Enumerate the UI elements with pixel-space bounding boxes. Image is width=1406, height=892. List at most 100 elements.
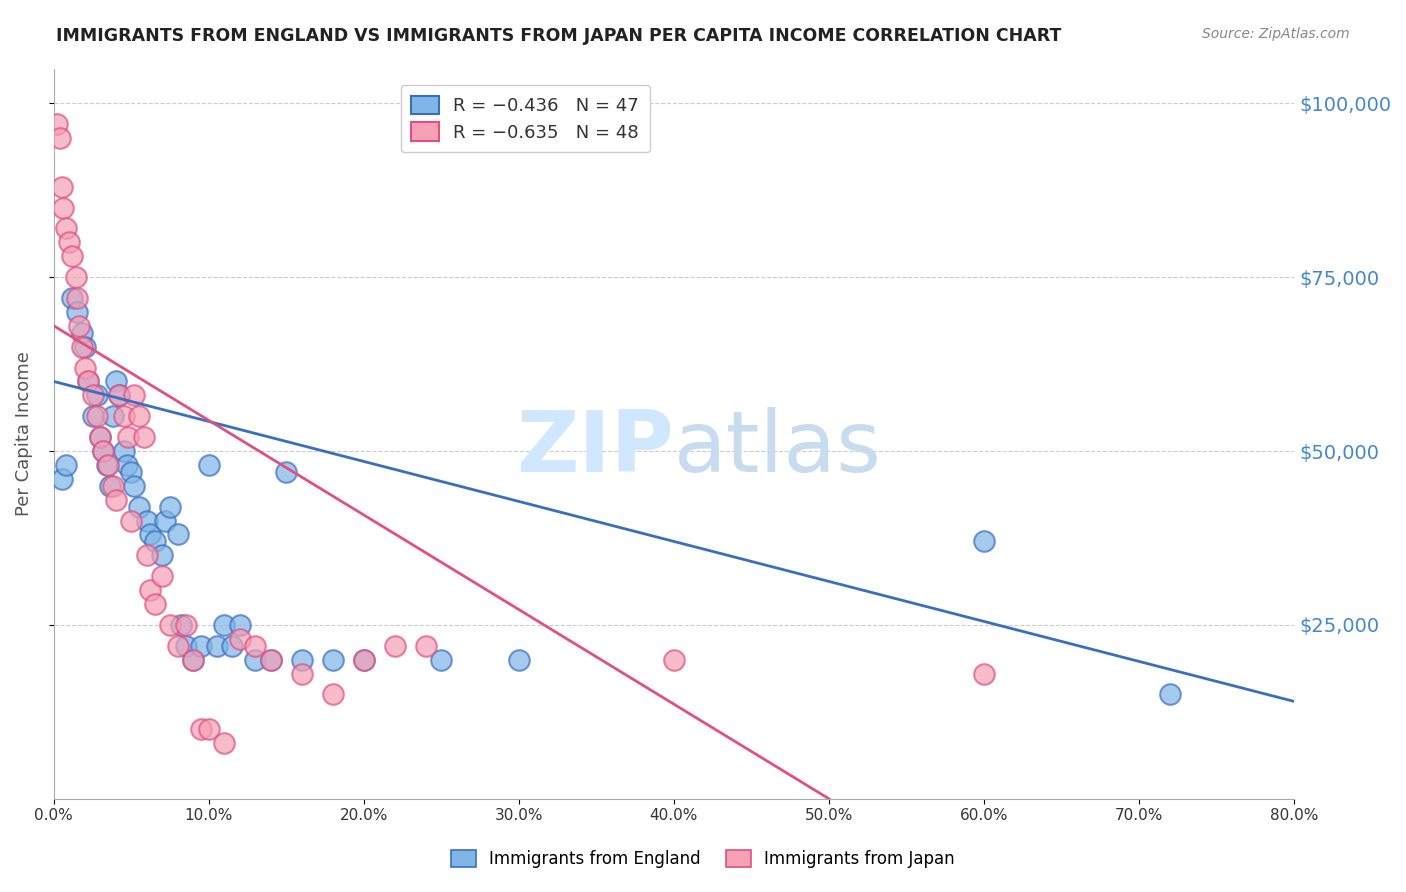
Point	[51, 179, 73, 194]
Point	[70, 326, 93, 340]
Point	[291, 653, 314, 667]
Point	[183, 653, 205, 667]
Point	[159, 500, 181, 514]
Point	[108, 388, 131, 402]
Point	[322, 688, 344, 702]
Point	[82, 388, 104, 402]
Point	[117, 430, 139, 444]
Point	[120, 465, 142, 479]
Point	[384, 639, 406, 653]
Point	[1159, 688, 1181, 702]
Point	[124, 479, 146, 493]
Point	[86, 388, 108, 402]
Point	[973, 534, 995, 549]
Point	[58, 235, 80, 250]
Point	[124, 388, 146, 402]
Point	[190, 639, 212, 653]
Point	[430, 653, 453, 667]
Text: IMMIGRANTS FROM ENGLAND VS IMMIGRANTS FROM JAPAN PER CAPITA INCOME CORRELATION C: IMMIGRANTS FROM ENGLAND VS IMMIGRANTS FR…	[56, 27, 1062, 45]
Point	[86, 409, 108, 424]
Point	[77, 375, 100, 389]
Text: ZIP: ZIP	[516, 407, 673, 490]
Point	[353, 653, 375, 667]
Point	[260, 653, 283, 667]
Point	[73, 360, 96, 375]
Point	[101, 479, 124, 493]
Point	[62, 249, 84, 263]
Point	[89, 430, 111, 444]
Text: atlas: atlas	[673, 407, 882, 490]
Point	[155, 514, 177, 528]
Point	[55, 458, 77, 472]
Point	[104, 375, 127, 389]
Point	[128, 409, 150, 424]
Point	[291, 666, 314, 681]
Point	[170, 618, 193, 632]
Point	[45, 117, 67, 131]
Point	[97, 458, 120, 472]
Y-axis label: Per Capita Income: Per Capita Income	[15, 351, 32, 516]
Point	[70, 340, 93, 354]
Point	[65, 270, 87, 285]
Point	[49, 131, 72, 145]
Point	[52, 201, 75, 215]
Point	[96, 458, 118, 472]
Legend: Immigrants from England, Immigrants from Japan: Immigrants from England, Immigrants from…	[444, 843, 962, 875]
Point	[159, 618, 181, 632]
Point	[150, 569, 173, 583]
Point	[150, 549, 173, 563]
Point	[66, 305, 89, 319]
Point	[143, 534, 166, 549]
Text: Source: ZipAtlas.com: Source: ZipAtlas.com	[1202, 27, 1350, 41]
Point	[120, 514, 142, 528]
Point	[112, 409, 135, 424]
Point	[135, 549, 157, 563]
Point	[662, 653, 685, 667]
Point	[174, 639, 197, 653]
Point	[67, 318, 90, 333]
Point	[82, 409, 104, 424]
Point	[115, 458, 138, 472]
Point	[89, 430, 111, 444]
Point	[198, 458, 221, 472]
Point	[166, 527, 188, 541]
Point	[198, 723, 221, 737]
Point	[132, 430, 155, 444]
Point	[183, 653, 205, 667]
Point	[245, 639, 267, 653]
Point	[77, 375, 100, 389]
Point	[415, 639, 437, 653]
Point	[221, 639, 243, 653]
Legend: R = −0.436   N = 47, R = −0.635   N = 48: R = −0.436 N = 47, R = −0.635 N = 48	[401, 85, 650, 153]
Point	[214, 618, 236, 632]
Point	[229, 632, 252, 646]
Point	[508, 653, 530, 667]
Point	[973, 666, 995, 681]
Point	[93, 444, 115, 458]
Point	[260, 653, 283, 667]
Point	[174, 618, 197, 632]
Point	[214, 736, 236, 750]
Point	[135, 514, 157, 528]
Point	[66, 291, 89, 305]
Point	[55, 221, 77, 235]
Point	[245, 653, 267, 667]
Point	[112, 444, 135, 458]
Point	[322, 653, 344, 667]
Point	[98, 479, 121, 493]
Point	[51, 472, 73, 486]
Point	[139, 583, 162, 598]
Point	[276, 465, 298, 479]
Point	[93, 444, 115, 458]
Point	[139, 527, 162, 541]
Point	[101, 409, 124, 424]
Point	[128, 500, 150, 514]
Point	[62, 291, 84, 305]
Point	[108, 388, 131, 402]
Point	[143, 597, 166, 611]
Point	[190, 723, 212, 737]
Point	[205, 639, 228, 653]
Point	[166, 639, 188, 653]
Point	[229, 618, 252, 632]
Point	[353, 653, 375, 667]
